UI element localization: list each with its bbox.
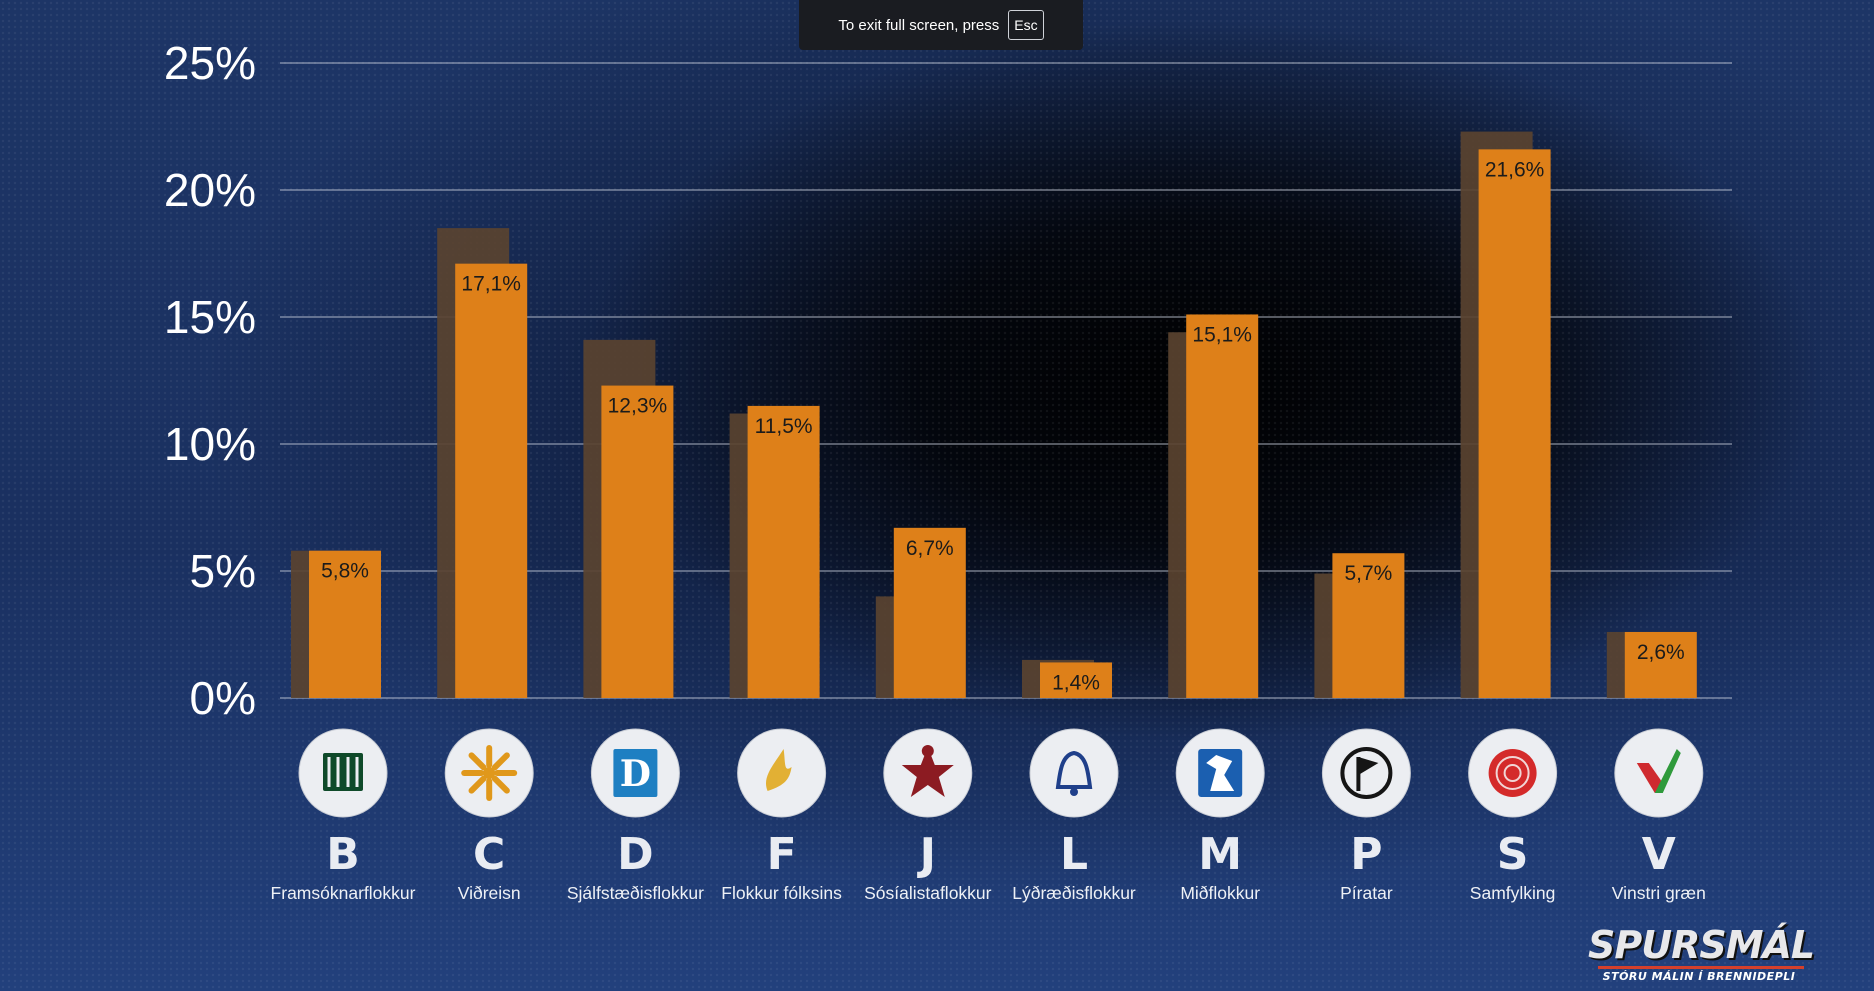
rose-icon	[1468, 728, 1558, 818]
party-name: Viðreisn	[458, 883, 521, 903]
data-label: 12,3%	[608, 395, 668, 418]
d-letter-icon: D	[590, 728, 680, 818]
bar-v	[1624, 631, 1697, 698]
party-name: Lýðræðisflokkur	[1012, 883, 1136, 903]
party-name: Samfylking	[1470, 883, 1556, 903]
party-letter: V	[1642, 829, 1676, 880]
bar-s	[1478, 149, 1551, 699]
y-tick-label: 5%	[190, 545, 256, 597]
bar-f	[747, 405, 820, 698]
y-tick-label: 20%	[164, 164, 256, 216]
data-label: 2,6%	[1637, 641, 1685, 664]
data-label: 6,7%	[906, 537, 954, 560]
party-letter: C	[473, 829, 505, 880]
party-letter: S	[1497, 829, 1529, 880]
sun-icon	[444, 728, 534, 818]
brand-logo: SPURSMÁL STÓRU MÁLIN Í BRENNIDEPLI	[1588, 923, 1815, 983]
data-label: 5,8%	[321, 560, 369, 583]
fullscreen-exit-notice: To exit full screen, press Esc	[799, 0, 1083, 50]
brand-underline	[1598, 966, 1804, 969]
party-letter: P	[1350, 829, 1382, 880]
horse-icon	[1175, 728, 1265, 818]
bar-d	[601, 385, 674, 698]
data-label: 1,4%	[1052, 671, 1100, 694]
party-name: Framsóknarflokkur	[271, 883, 416, 903]
bar-l	[1040, 662, 1112, 698]
party-name: Sjálfstæðisflokkur	[567, 883, 704, 903]
y-tick-label: 15%	[164, 291, 256, 343]
y-axis: 0% 5% 10% 15% 20% 25%	[164, 37, 256, 724]
fullscreen-notice-text: To exit full screen, press	[838, 16, 1000, 34]
party-letter: J	[917, 829, 936, 880]
check-icon	[1614, 728, 1704, 818]
party-name: Vinstri græn	[1612, 883, 1706, 903]
party-letter: F	[767, 829, 797, 880]
bell-icon	[1029, 728, 1119, 818]
y-tick-label: 0%	[190, 672, 256, 724]
brand-name: SPURSMÁL	[1588, 923, 1815, 967]
bars	[291, 131, 1697, 699]
svg-text:D: D	[620, 753, 651, 795]
book-icon	[298, 728, 388, 818]
party-name: Flokkur fólksins	[721, 883, 842, 903]
y-tick-label: 25%	[164, 37, 256, 89]
bar-p	[1332, 553, 1405, 698]
party-name: Sósíalistaflokkur	[864, 883, 992, 903]
data-label: 11,5%	[755, 415, 813, 438]
data-label: 5,7%	[1344, 562, 1392, 585]
data-label: 15,1%	[1192, 323, 1252, 346]
y-tick-label: 10%	[164, 418, 256, 470]
data-label: 21,6%	[1485, 158, 1545, 181]
party-letter: M	[1198, 829, 1242, 880]
party-axis: B Framsóknarflokkur C Viðreisn DD Sjálfstæðis…	[271, 728, 1706, 903]
star-icon	[883, 728, 973, 818]
party-name: Píratar	[1340, 883, 1393, 903]
bar-m	[1186, 314, 1259, 698]
pirate-flag-icon	[1321, 728, 1411, 818]
bar-b	[309, 550, 381, 698]
bar-c	[455, 263, 528, 698]
hand-icon	[737, 728, 827, 818]
party-letter: B	[326, 829, 360, 880]
data-label: 17,1%	[461, 273, 521, 296]
brand-tagline: STÓRU MÁLIN Í BRENNIDEPLI	[1602, 970, 1796, 983]
data-labels: 5,8% 17,1% 12,3% 11,5% 6,7% 1,4% 15,1% 5,7% 21,6…	[321, 158, 1685, 694]
party-name: Miðflokkur	[1180, 883, 1260, 903]
party-letter: L	[1060, 829, 1088, 880]
esc-key-badge: Esc	[1008, 10, 1044, 40]
party-letter: D	[617, 829, 654, 880]
bar-j	[893, 527, 966, 698]
